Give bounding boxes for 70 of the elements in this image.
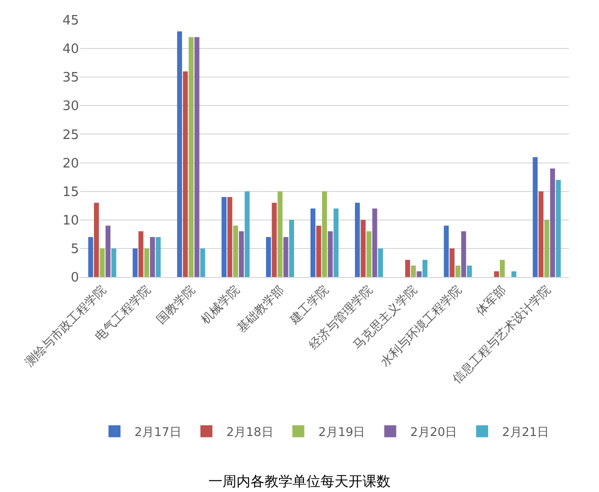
legend-label: 2月21日 (502, 424, 550, 439)
bar (466, 266, 472, 277)
bar (150, 237, 155, 277)
y-tick-label: 20 (62, 156, 79, 172)
bar (182, 71, 188, 277)
y-tick-label: 35 (62, 70, 79, 86)
bar (94, 202, 99, 277)
bar (410, 266, 416, 277)
bar (544, 220, 550, 277)
bar (278, 191, 282, 277)
bar (538, 191, 544, 277)
x-tick-label: 体军部 (473, 282, 509, 318)
bar (334, 208, 339, 277)
bar (289, 220, 294, 277)
bar (177, 31, 182, 277)
bar (266, 237, 271, 277)
y-tick-label: 25 (62, 128, 79, 143)
y-tick-label: 45 (62, 14, 79, 29)
bar (188, 37, 194, 277)
bar (106, 226, 110, 277)
bar (194, 37, 200, 277)
bar (500, 260, 505, 277)
bar (156, 237, 161, 277)
legend-label: 2月20日 (410, 424, 458, 439)
bar (354, 202, 360, 277)
bar (111, 248, 116, 277)
bar (455, 266, 460, 277)
bar (316, 226, 322, 277)
bar (416, 271, 422, 277)
bar (494, 271, 499, 277)
bar (444, 226, 449, 277)
legend-label: 2月17日 (134, 424, 182, 439)
bar (283, 237, 288, 277)
bar (132, 248, 138, 277)
y-tick-label: 40 (62, 42, 79, 58)
y-tick-label: 10 (62, 213, 79, 228)
bar (200, 248, 206, 277)
bar (328, 231, 333, 277)
text: 一周内各教学单位每天开课数 (208, 474, 390, 490)
y-tick-label: 30 (62, 99, 79, 114)
bar (450, 248, 455, 277)
bar (550, 168, 556, 277)
legend-label: 2月18日 (226, 424, 274, 439)
bar (238, 231, 244, 277)
bar (511, 271, 516, 277)
bar (227, 197, 232, 277)
bar (272, 202, 277, 277)
y-tick-label: 15 (62, 184, 79, 200)
bar (461, 231, 466, 277)
bar (100, 248, 105, 277)
bar (138, 231, 144, 277)
bar (422, 260, 428, 277)
x-tick-label: 国教学院 (154, 282, 198, 327)
bar (372, 208, 378, 277)
y-tick-label: 5 (70, 242, 79, 257)
bar (556, 180, 561, 277)
bar (322, 191, 327, 277)
bar (310, 208, 316, 277)
bar (144, 248, 150, 277)
bar (233, 226, 238, 277)
bar (532, 157, 538, 277)
bar (88, 237, 94, 277)
bar (378, 248, 383, 277)
bar (244, 191, 250, 277)
bar (405, 260, 410, 277)
bar (360, 220, 366, 277)
bar (366, 231, 372, 277)
y-tick-label: 0 (70, 270, 79, 286)
bar (222, 197, 226, 277)
legend-label: 2月19日 (318, 424, 366, 439)
